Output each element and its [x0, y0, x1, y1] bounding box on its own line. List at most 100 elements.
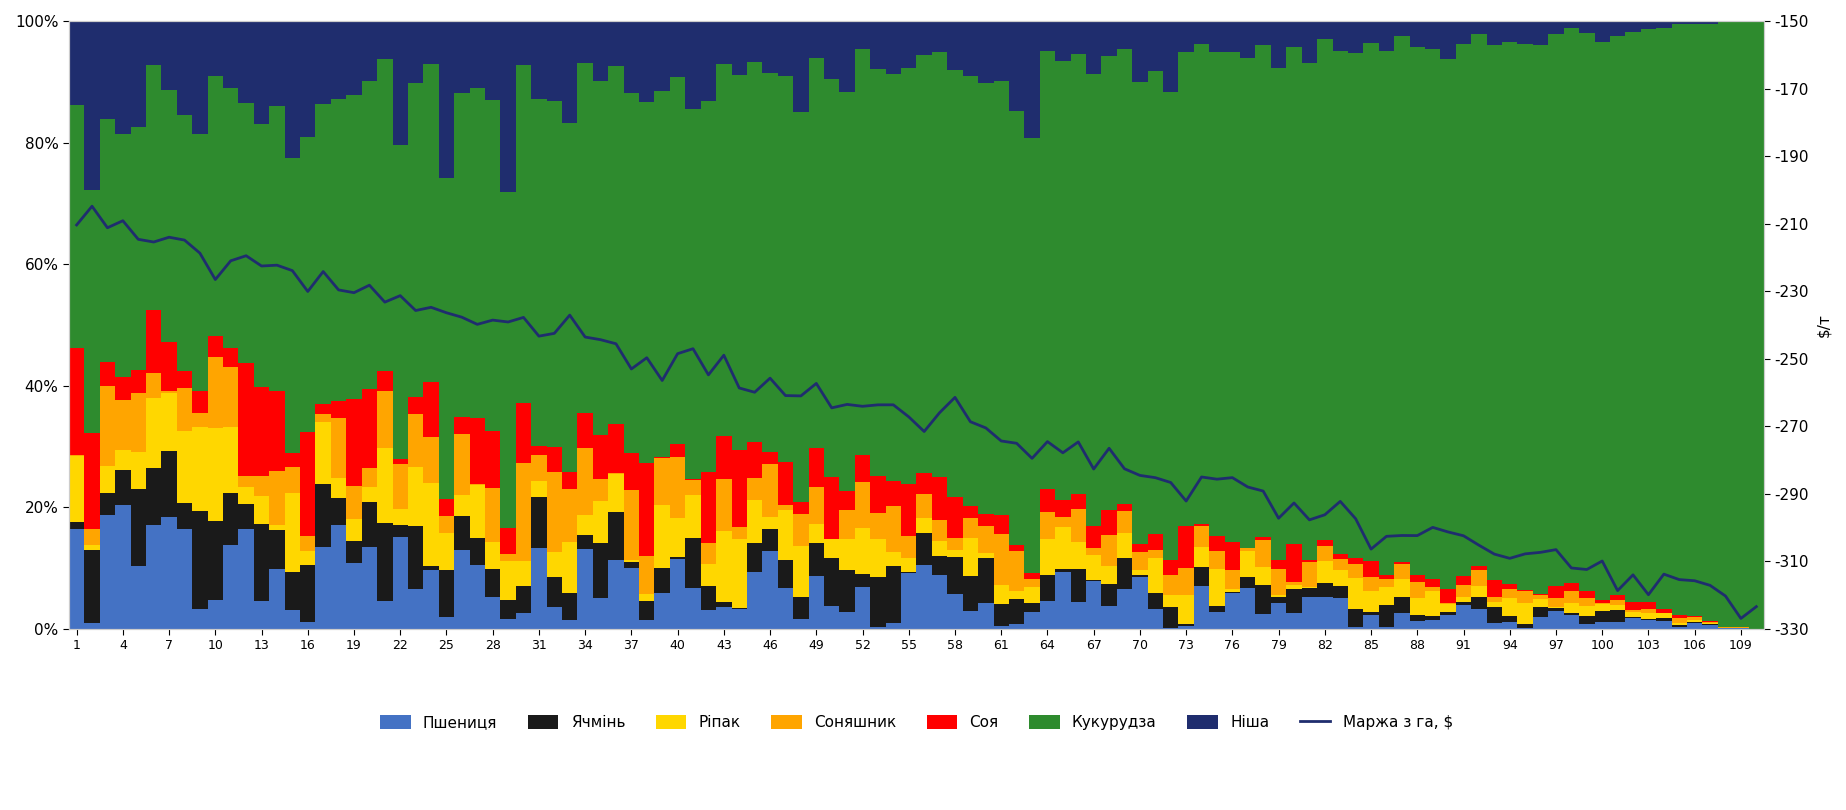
Bar: [777, 76, 794, 463]
Bar: [716, 602, 731, 608]
Bar: [855, 528, 869, 574]
Маржа з га, $: [851, 402, 873, 411]
Bar: [454, 93, 469, 417]
Bar: [1333, 586, 1348, 598]
Bar: [1687, 622, 1702, 624]
Bar: [624, 21, 639, 93]
Bar: [1255, 21, 1270, 45]
Bar: [408, 526, 423, 590]
Bar: [655, 21, 670, 91]
Bar: [840, 569, 855, 612]
Bar: [1039, 489, 1056, 513]
Bar: [485, 100, 500, 431]
Bar: [1102, 56, 1117, 510]
Bar: [731, 609, 748, 629]
Bar: [1456, 597, 1471, 602]
Bar: [1564, 615, 1578, 629]
Bar: [947, 595, 964, 629]
Bar: [1486, 21, 1503, 45]
Bar: [546, 447, 561, 472]
Bar: [238, 475, 255, 487]
Bar: [1318, 598, 1333, 629]
Bar: [1178, 21, 1194, 52]
Bar: [1270, 597, 1287, 603]
Bar: [1117, 49, 1132, 505]
Bar: [284, 492, 301, 572]
Bar: [1471, 570, 1486, 586]
Bar: [1532, 45, 1549, 594]
Bar: [685, 480, 701, 495]
Bar: [901, 484, 916, 535]
Bar: [823, 607, 840, 629]
Bar: [131, 370, 146, 393]
Bar: [609, 475, 624, 512]
Маржа з га, $: [1744, 602, 1767, 612]
Bar: [1117, 558, 1132, 590]
Bar: [701, 21, 716, 101]
Bar: [146, 310, 161, 373]
Bar: [68, 529, 85, 629]
Bar: [762, 551, 777, 629]
Bar: [316, 404, 330, 414]
Bar: [1117, 21, 1132, 49]
Bar: [869, 70, 886, 475]
Bar: [1456, 21, 1471, 44]
Bar: [469, 21, 485, 87]
Bar: [177, 529, 192, 629]
Bar: [1517, 591, 1532, 603]
Bar: [1641, 608, 1656, 612]
Bar: [1056, 569, 1071, 572]
Bar: [886, 623, 901, 629]
Bar: [146, 468, 161, 525]
Bar: [670, 21, 685, 77]
Bar: [1178, 52, 1194, 527]
Bar: [393, 525, 408, 536]
Bar: [161, 90, 177, 342]
Bar: [515, 403, 532, 463]
Bar: [131, 127, 146, 370]
Bar: [964, 506, 978, 518]
Bar: [485, 543, 500, 569]
Bar: [1456, 44, 1471, 576]
Bar: [1578, 598, 1595, 606]
Bar: [515, 586, 532, 613]
Bar: [85, 190, 100, 433]
Bar: [85, 550, 100, 623]
Маржа з га, $: [1268, 514, 1290, 523]
Bar: [639, 600, 655, 620]
Bar: [823, 21, 840, 79]
Bar: [670, 557, 685, 560]
Bar: [1318, 561, 1333, 583]
Bar: [886, 74, 901, 481]
Bar: [1224, 542, 1241, 570]
Bar: [1071, 509, 1085, 542]
Bar: [316, 414, 330, 421]
Bar: [347, 95, 362, 399]
Bar: [1641, 29, 1656, 602]
Bar: [1410, 46, 1425, 574]
Bar: [993, 82, 1010, 515]
Bar: [932, 21, 947, 52]
Bar: [1056, 21, 1071, 61]
Bar: [1471, 586, 1486, 597]
Bar: [794, 619, 809, 629]
Bar: [1624, 32, 1641, 603]
Bar: [1318, 539, 1333, 546]
Bar: [609, 512, 624, 560]
Bar: [1440, 589, 1456, 603]
Bar: [1595, 600, 1610, 603]
Bar: [1010, 624, 1025, 629]
Bar: [177, 371, 192, 388]
Bar: [500, 192, 515, 528]
Bar: [347, 486, 362, 518]
Bar: [777, 505, 794, 509]
Bar: [1687, 624, 1702, 629]
Bar: [146, 398, 161, 468]
Bar: [207, 336, 223, 356]
Bar: [377, 391, 393, 448]
Bar: [1503, 42, 1517, 584]
Bar: [469, 485, 485, 538]
Bar: [1241, 58, 1255, 548]
Bar: [1656, 613, 1672, 618]
Bar: [748, 441, 762, 478]
